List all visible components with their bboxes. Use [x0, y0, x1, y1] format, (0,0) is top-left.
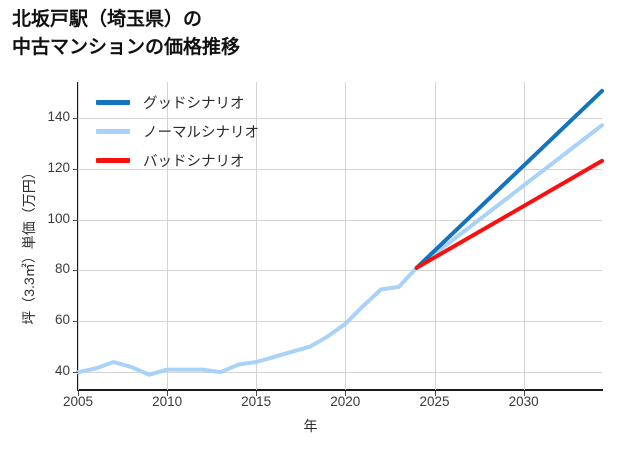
y-axis-title: 坪（3.3㎡）単価（万円） [18, 110, 40, 380]
gridline-y-60 [78, 321, 602, 323]
legend-item-bad: バッドシナリオ [96, 148, 259, 172]
y-tick-label-120: 120 [47, 159, 70, 175]
series-line-bad [414, 158, 604, 270]
x-tick-label-2010: 2010 [152, 394, 183, 409]
legend-swatch-normal [96, 128, 130, 134]
chart-title-line-1: 北坂戸駅（埼玉県）の [12, 9, 203, 30]
gridline-y-40 [78, 372, 602, 374]
legend-item-normal: ノーマルシナリオ [96, 119, 259, 143]
chart-title-line-2: 中古マンションの価格推移 [12, 36, 241, 58]
x-tick-mark-2025 [434, 391, 436, 396]
y-tick-mark-80 [73, 270, 78, 272]
y-tick-mark-40 [73, 372, 78, 374]
gridline-y-100 [78, 219, 602, 221]
series-line-normal [76, 123, 604, 377]
x-tick-mark-2010 [167, 391, 169, 396]
chart-title: 北坂戸駅（埼玉県）の 中古マンションの価格推移 [12, 6, 432, 61]
x-axis-title: 年 [303, 418, 318, 434]
gridline-x-2015 [256, 82, 258, 390]
gridline-x-2005 [78, 82, 79, 390]
legend-swatch-good [96, 99, 130, 105]
series-lines [76, 88, 604, 377]
gridline-x-2010 [167, 82, 169, 390]
y-tick-label-40: 40 [54, 363, 70, 379]
plot-area [76, 82, 604, 390]
legend-label-bad: バッドシナリオ [143, 153, 245, 170]
y-tick-label-60: 60 [54, 312, 70, 328]
legend-item-good: グッドシナリオ [96, 90, 259, 114]
gridline-x-2030 [523, 82, 525, 390]
x-tick-label-2005: 2005 [62, 394, 94, 409]
series-line-good [414, 88, 604, 270]
x-tick-label-2025: 2025 [419, 394, 450, 409]
x-tick-mark-2030 [523, 391, 525, 396]
y-axis-title-text: 坪（3.3㎡）単価（万円） [21, 165, 37, 325]
y-tick-mark-120 [73, 168, 78, 170]
gridline-y-120 [78, 168, 602, 170]
x-tick-mark-2020 [345, 391, 347, 396]
x-tick-label-2020: 2020 [330, 394, 361, 409]
gridline-x-2025 [434, 82, 436, 390]
gridline-y-140 [78, 117, 602, 119]
y-tick-label-100: 100 [47, 210, 70, 226]
legend-label-good: グッドシナリオ [143, 95, 245, 112]
gridline-x-2020 [345, 82, 347, 390]
x-tick-mark-2015 [256, 391, 258, 396]
gridline-y-80 [78, 270, 602, 272]
legend: グッドシナリオ ノーマルシナリオ バッドシナリオ [96, 90, 259, 177]
y-tick-mark-100 [73, 219, 78, 221]
legend-label-normal: ノーマルシナリオ [143, 124, 259, 141]
y-tick-label-140: 140 [47, 108, 70, 124]
x-tick-label-2030: 2030 [508, 394, 539, 409]
y-tick-mark-140 [73, 117, 78, 119]
y-tick-mark-60 [73, 321, 78, 323]
x-axis-line [77, 389, 603, 391]
y-tick-label-80: 80 [54, 261, 70, 277]
x-tick-mark-2005 [78, 391, 79, 396]
x-tick-label-2015: 2015 [241, 394, 272, 409]
legend-swatch-bad [96, 157, 130, 163]
